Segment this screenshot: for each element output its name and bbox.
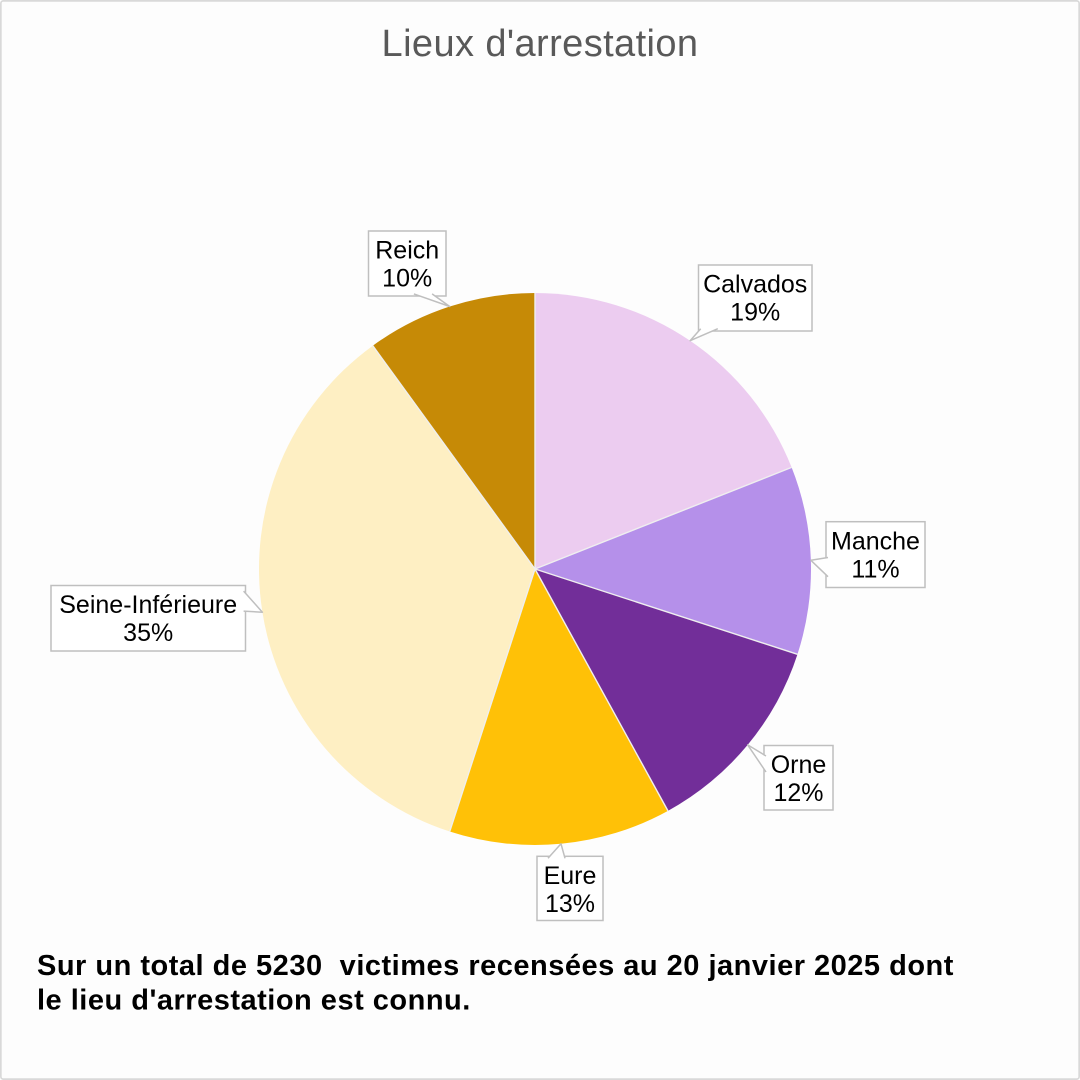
svg-text:Orne: Orne <box>771 751 827 779</box>
svg-text:Calvados: Calvados <box>703 271 807 299</box>
svg-text:35%: 35% <box>123 619 173 647</box>
svg-text:Seine-Inférieure: Seine-Inférieure <box>59 591 237 619</box>
svg-text:12%: 12% <box>773 779 823 807</box>
svg-text:Reich: Reich <box>375 237 439 265</box>
svg-text:Sur un total de 5230 victimes: Sur un total de 5230 victimes recensées … <box>37 950 954 982</box>
svg-text:Eure: Eure <box>544 862 597 890</box>
svg-text:19%: 19% <box>730 299 780 327</box>
svg-text:Lieux d'arrestation: Lieux d'arrestation <box>382 23 699 65</box>
svg-text:13%: 13% <box>545 890 595 918</box>
svg-text:10%: 10% <box>382 265 432 293</box>
svg-text:11%: 11% <box>851 556 899 584</box>
svg-text:Manche: Manche <box>831 528 920 556</box>
svg-text:le lieu d'arrestation est conn: le lieu d'arrestation est connu. <box>37 985 471 1017</box>
